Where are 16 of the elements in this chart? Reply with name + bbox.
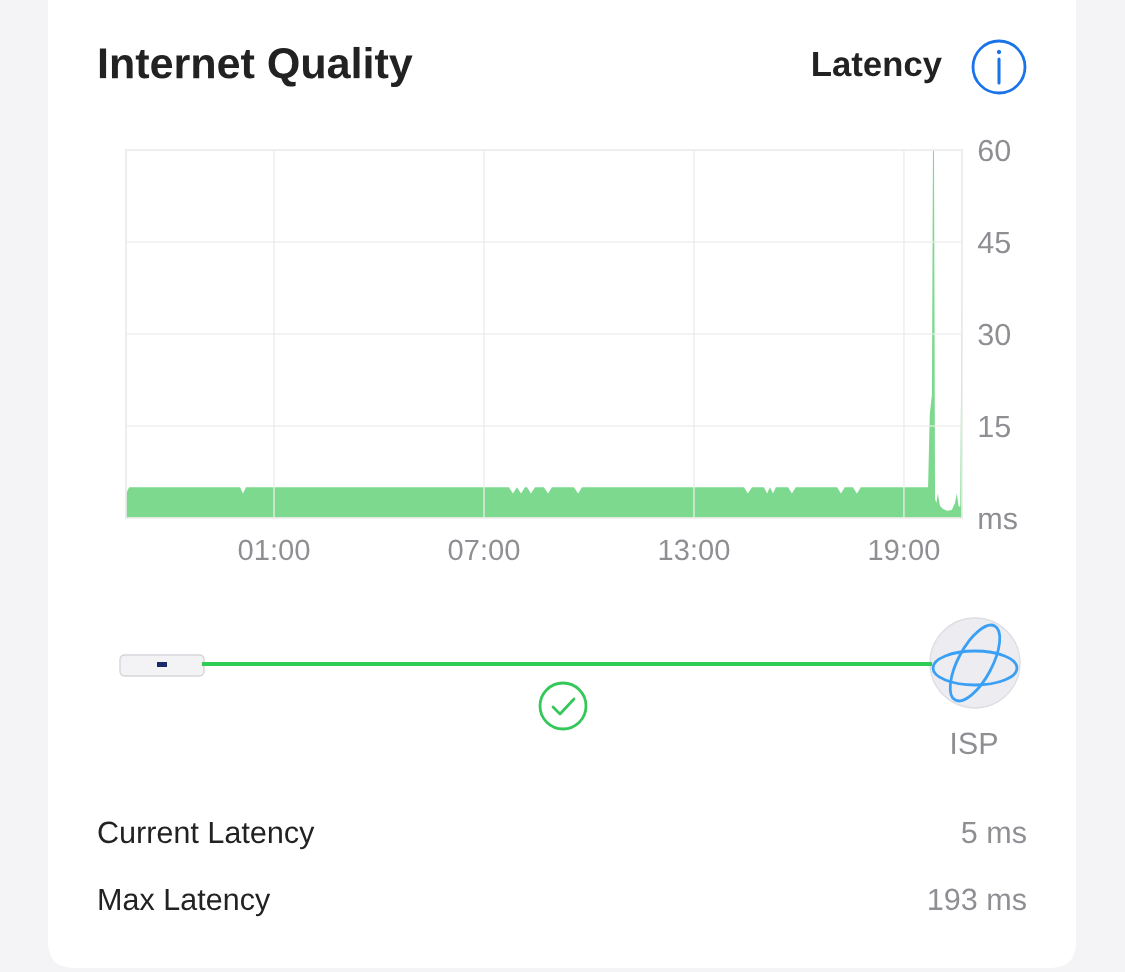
x-tick-label: 19:00 (869, 539, 940, 561)
x-tick-label: 07:00 (448, 539, 520, 561)
y-tick-label: ms (979, 512, 1017, 530)
chart-title: Internet Quality (99, 46, 413, 88)
text: 5 ms (962, 821, 1026, 844)
text: Max Latency (99, 888, 271, 917)
y-tick-label: 45 (977, 232, 1010, 254)
y-tick-label: 30 (978, 323, 1011, 346)
text: Current Latency (98, 821, 315, 850)
y-tick-label: 15 (979, 416, 1010, 438)
x-tick-label: 01:00 (238, 539, 310, 561)
y-tick-label: 60 (978, 139, 1011, 162)
x-tick-label: 13:00 (659, 539, 730, 561)
text: 193 ms (929, 888, 1026, 911)
text: ISP (952, 732, 998, 755)
text: Latency (813, 52, 942, 84)
